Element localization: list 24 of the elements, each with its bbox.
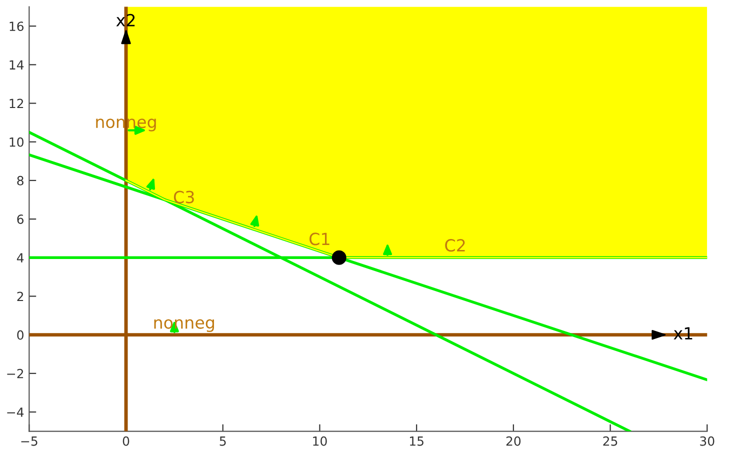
y-tick-label: 16 <box>10 22 24 32</box>
annotation: C1 <box>310 232 330 246</box>
y-tick-label: 8 <box>17 176 24 186</box>
ref-line-label: x2 <box>116 14 135 26</box>
y-tick-label: 14 <box>10 60 24 70</box>
x-tick-label: 20 <box>506 436 521 446</box>
annotation: C3 <box>174 190 194 204</box>
x-tick-label: 15 <box>410 436 424 446</box>
y-tick-label: 6 <box>17 214 24 224</box>
y-tick-label: −2 <box>7 368 24 378</box>
x-tick-label: 5 <box>220 436 226 446</box>
y-tick-label: 2 <box>17 292 24 301</box>
y-tick-label: 4 <box>16 253 24 262</box>
x-tick-label: 30 <box>700 436 714 446</box>
y-tick-label: 10 <box>10 137 24 147</box>
y-tick-label: 12 <box>10 98 24 108</box>
x-tick-label: 10 <box>313 436 327 446</box>
y-tick-label: −4 <box>7 408 24 417</box>
annotation: nonneg <box>96 118 156 132</box>
x-tick-label: 0 <box>122 436 130 446</box>
annotation: C2 <box>445 239 465 252</box>
x-tick-label: 25 <box>603 436 618 446</box>
y-tick-label: 0 <box>17 330 24 340</box>
x-tick-label: −5 <box>21 436 38 446</box>
